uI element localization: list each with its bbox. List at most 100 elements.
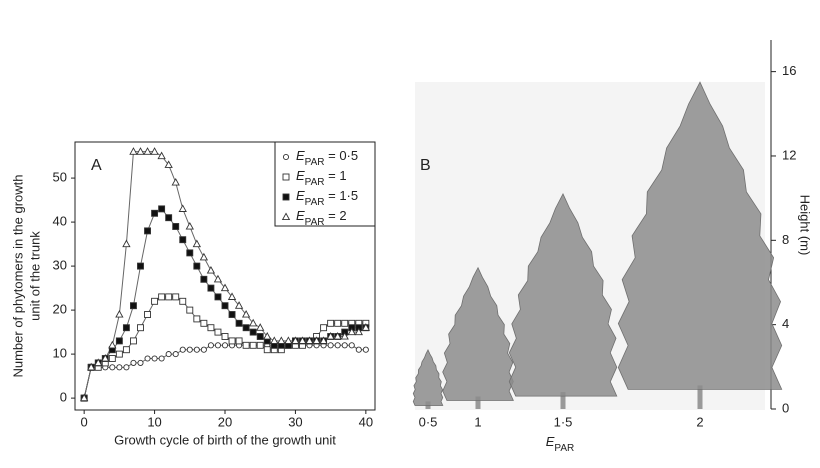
data-point: [130, 337, 137, 345]
data-point: [158, 293, 166, 301]
data-point: [130, 302, 137, 310]
data-point: [115, 309, 124, 318]
data-point: [270, 336, 279, 344]
y-tick-label: 40: [53, 214, 67, 229]
data-point: [334, 342, 341, 349]
data-point: [172, 223, 180, 230]
data-point: [157, 151, 166, 160]
data-point: [186, 249, 194, 257]
data-point: [319, 336, 328, 344]
x-tick-label: 0·5: [419, 414, 438, 429]
data-point: [151, 355, 158, 362]
data-point: [165, 351, 172, 358]
data-point: [207, 324, 215, 332]
data-point: [241, 309, 251, 318]
legend-label: EPAR = 0·5: [296, 148, 358, 168]
y-tick-label: 10: [53, 346, 67, 361]
data-point: [193, 262, 201, 270]
y-axis-label: unit of the trunk: [27, 231, 42, 321]
data-point: [227, 292, 237, 300]
data-point: [207, 342, 214, 349]
y-axis-label: Number of phytomers in the growth: [10, 174, 25, 377]
data-point: [115, 350, 123, 358]
data-point: [151, 209, 159, 217]
x-tick-label: 1: [474, 414, 481, 429]
y-tick-label: 30: [53, 258, 67, 273]
data-point: [249, 328, 257, 336]
data-point: [143, 147, 152, 155]
tree-trunk: [697, 385, 703, 409]
data-point: [122, 324, 130, 332]
data-point: [242, 341, 250, 349]
x-tick-label: 0: [81, 414, 88, 429]
data-point: [206, 265, 216, 274]
data-point: [256, 323, 265, 331]
data-point: [249, 318, 258, 327]
data-point: [151, 297, 159, 305]
data-point: [79, 393, 89, 402]
data-point: [200, 346, 207, 353]
tree: [442, 266, 514, 401]
tree: [508, 193, 618, 397]
y-tick-label: 12: [782, 147, 796, 162]
data-point: [305, 336, 314, 344]
data-point: [109, 364, 116, 371]
data-point: [256, 341, 264, 349]
data-point: [144, 227, 151, 235]
data-point: [361, 323, 371, 331]
data-point: [116, 364, 123, 371]
data-point: [327, 319, 335, 327]
data-point: [137, 262, 144, 270]
data-point: [228, 311, 236, 318]
data-point: [334, 319, 342, 327]
x-tick-label: 40: [359, 414, 373, 429]
data-point: [137, 359, 144, 366]
y-tick-label: 16: [782, 63, 796, 78]
panel-label: A: [91, 157, 102, 174]
data-point: [136, 147, 145, 155]
data-point: [340, 331, 349, 340]
legend-label: EPAR = 2: [296, 208, 347, 228]
data-point: [101, 353, 110, 362]
x-tick-label: 30: [288, 414, 302, 429]
data-point: [185, 221, 194, 230]
data-point: [214, 328, 222, 336]
data-point: [326, 331, 335, 340]
data-point: [327, 342, 334, 349]
y-tick-label: 8: [782, 232, 789, 247]
data-point: [220, 283, 230, 292]
data-point: [200, 319, 208, 327]
data-point: [333, 331, 342, 340]
tree-trunk: [475, 396, 481, 409]
legend-marker: [281, 212, 291, 221]
data-point: [348, 342, 355, 349]
y-tick-label: 4: [782, 316, 789, 331]
data-point: [242, 324, 250, 332]
series-line: [83, 344, 366, 399]
data-point: [200, 275, 208, 283]
data-point: [123, 364, 130, 371]
data-point: [179, 297, 187, 305]
x-tick-label: 20: [218, 414, 232, 429]
data-point: [312, 336, 321, 344]
data-point: [172, 351, 179, 358]
data-point: [144, 355, 151, 362]
legend-marker: [282, 153, 290, 161]
data-point: [193, 346, 200, 353]
data-point: [164, 160, 173, 168]
panel-label: B: [420, 157, 431, 174]
data-point: [172, 293, 180, 301]
data-point: [221, 342, 229, 349]
data-point: [87, 362, 96, 371]
y-tick-label: 0: [60, 390, 67, 405]
data-point: [362, 346, 369, 353]
legend-label: EPAR = 1: [296, 168, 347, 188]
y-tick-label: 0: [782, 400, 789, 415]
data-point: [122, 239, 131, 248]
legend-label: EPAR = 1·5: [296, 188, 358, 208]
data-point: [130, 359, 137, 366]
data-point: [221, 333, 229, 340]
data-point: [150, 147, 159, 155]
data-point: [129, 147, 138, 155]
data-point: [158, 205, 166, 213]
